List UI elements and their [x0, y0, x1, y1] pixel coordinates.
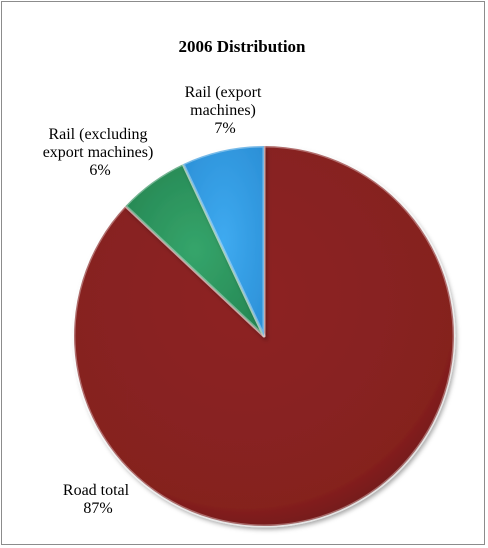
chart-title: 2006 Distribution [178, 37, 306, 56]
slice-label-rail-export: Rail (export machines) 7% [185, 84, 266, 137]
slice-label-rail-excluding-export: Rail (excluding export machines) 6% [43, 126, 158, 179]
pie-slice-rail-export [181, 144, 266, 338]
slice-label-road: Road total 87% [63, 482, 133, 517]
pie-slices [72, 144, 456, 528]
